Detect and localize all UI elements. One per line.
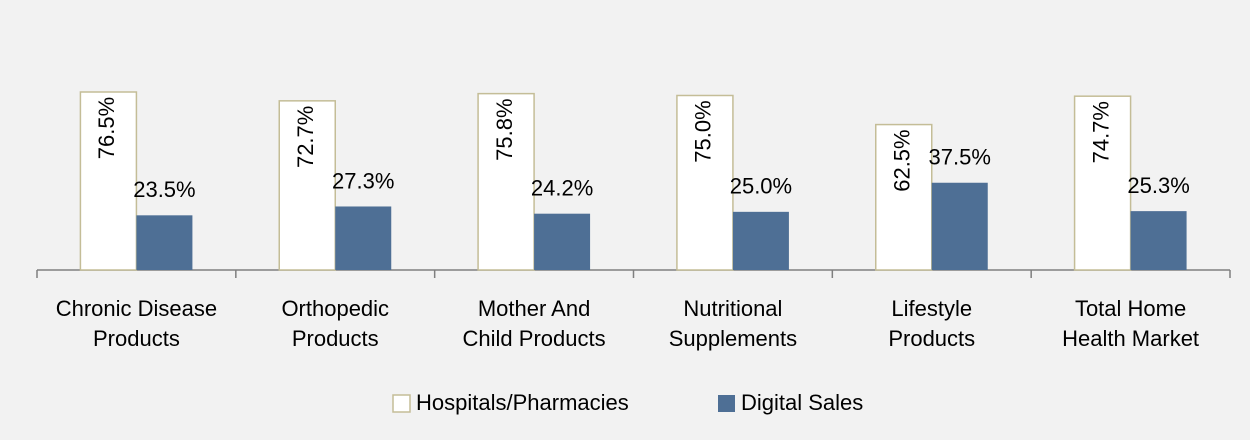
data-label: 76.5% — [94, 97, 119, 159]
data-label: 74.7% — [1088, 101, 1113, 163]
legend-swatch — [718, 395, 735, 412]
data-label: 75.8% — [492, 98, 517, 160]
legend-swatch — [392, 394, 411, 413]
legend-label: Hospitals/Pharmacies — [416, 390, 629, 415]
x-tick-label: Products — [888, 326, 975, 351]
bar — [732, 211, 789, 270]
bar — [278, 100, 336, 271]
x-tick-label: Total Home — [1075, 296, 1186, 321]
x-tick-label: Lifestyle — [891, 296, 972, 321]
bar — [1073, 95, 1132, 271]
bar — [534, 213, 591, 270]
bar — [136, 215, 193, 270]
x-tick-label: Nutritional — [683, 296, 782, 321]
x-tick-label: Child Products — [463, 326, 606, 351]
x-tick-label: Products — [292, 326, 379, 351]
data-label: 72.7% — [293, 106, 318, 168]
bar — [676, 94, 734, 271]
legend-label: Digital Sales — [741, 390, 863, 415]
bar — [1130, 211, 1187, 270]
data-label: 75.0% — [691, 100, 716, 162]
data-label: 62.5% — [890, 129, 915, 191]
bar — [335, 206, 392, 270]
data-label: 24.2% — [531, 176, 593, 201]
bar — [79, 91, 138, 271]
x-tick-label: Health Market — [1062, 326, 1199, 351]
data-label: 27.3% — [332, 168, 394, 193]
x-tick-label: Products — [93, 326, 180, 351]
data-label: 25.0% — [730, 174, 792, 199]
x-tick-label: Supplements — [669, 326, 797, 351]
bar — [931, 182, 988, 270]
bar — [477, 92, 535, 271]
data-label: 25.3% — [1127, 173, 1189, 198]
data-label: 23.5% — [133, 177, 195, 202]
x-tick-label: Mother And — [478, 296, 591, 321]
x-tick-label: Orthopedic — [281, 296, 389, 321]
x-tick-label: Chronic Disease — [56, 296, 217, 321]
data-label: 37.5% — [929, 145, 991, 170]
